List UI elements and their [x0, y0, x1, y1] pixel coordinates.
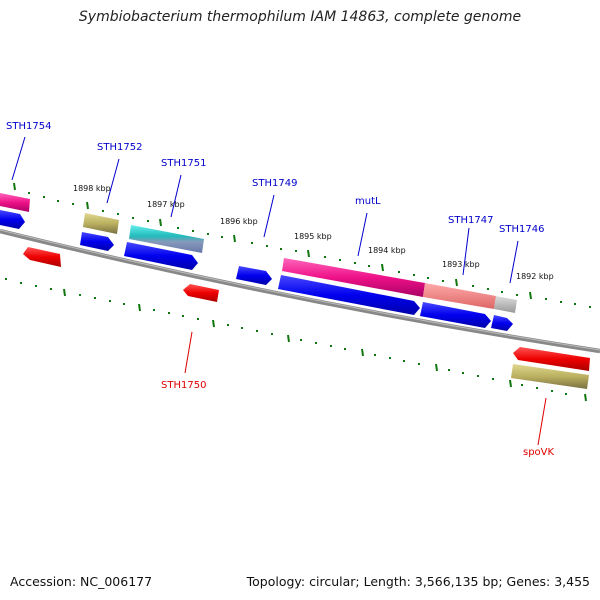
genome-summary-text: Topology: circular; Length: 3,566,135 bp… [246, 574, 590, 589]
upper-feature-track [0, 193, 517, 313]
gene-label[interactable]: mutL [355, 196, 381, 207]
orf-arrow[interactable] [420, 302, 491, 328]
orf-arrow[interactable] [236, 266, 272, 285]
orf-arrow[interactable] [278, 275, 420, 315]
gene-feature-sth1747[interactable] [423, 283, 496, 309]
upper-tick-ruler [13, 182, 591, 308]
gene-label[interactable]: STH1754 [6, 121, 51, 132]
gene-feature-sth1750[interactable] [183, 284, 219, 302]
gene-label[interactable]: STH1747 [448, 215, 493, 226]
gene-label[interactable]: STH1750 [161, 380, 206, 391]
gene-feature-red-left[interactable] [23, 247, 61, 267]
kbp-label: 1894 kbp [368, 246, 406, 255]
callout-lines [11, 136, 547, 446]
gene-label[interactable]: STH1746 [499, 224, 544, 235]
lower-tick-ruler [5, 278, 587, 402]
kbp-scale-labels: 1898 kbp 1897 kbp 1896 kbp 1895 kbp 1894… [73, 184, 554, 281]
kbp-label: 1892 kbp [516, 272, 554, 281]
gene-labels: STH1754 STH1752 STH1751 STH1749 mutL STH… [6, 121, 555, 458]
gene-feature-sth1754[interactable] [0, 193, 30, 212]
kbp-label: 1896 kbp [220, 217, 258, 226]
gene-feature-spovk-red[interactable] [513, 347, 590, 371]
blue-orf-track [0, 210, 513, 331]
kbp-label: 1898 kbp [73, 184, 111, 193]
gene-feature-sth1751[interactable] [129, 225, 204, 253]
genome-backbone [0, 228, 600, 354]
gene-label[interactable]: spoVK [523, 447, 555, 458]
gene-feature-sth1752[interactable] [83, 213, 119, 234]
gene-label[interactable]: STH1749 [252, 178, 297, 189]
gene-label[interactable]: STH1751 [161, 158, 206, 169]
gene-feature-sth1746[interactable] [494, 296, 517, 313]
kbp-label: 1897 kbp [147, 200, 185, 209]
accession-text: Accession: NC_006177 [10, 574, 153, 589]
kbp-label: 1895 kbp [294, 232, 332, 241]
gene-feature-mutl[interactable] [282, 258, 425, 297]
kbp-label: 1893 kbp [442, 260, 480, 269]
orf-arrow[interactable] [491, 315, 513, 331]
genome-title: Symbiobacterium thermophilum IAM 14863, … [78, 9, 522, 25]
lower-feature-track [23, 247, 590, 389]
gene-label[interactable]: STH1752 [97, 142, 142, 153]
orf-arrow[interactable] [0, 210, 25, 229]
orf-arrow[interactable] [124, 242, 198, 270]
gene-feature-spovk-khaki[interactable] [511, 364, 589, 389]
orf-arrow[interactable] [80, 232, 114, 251]
